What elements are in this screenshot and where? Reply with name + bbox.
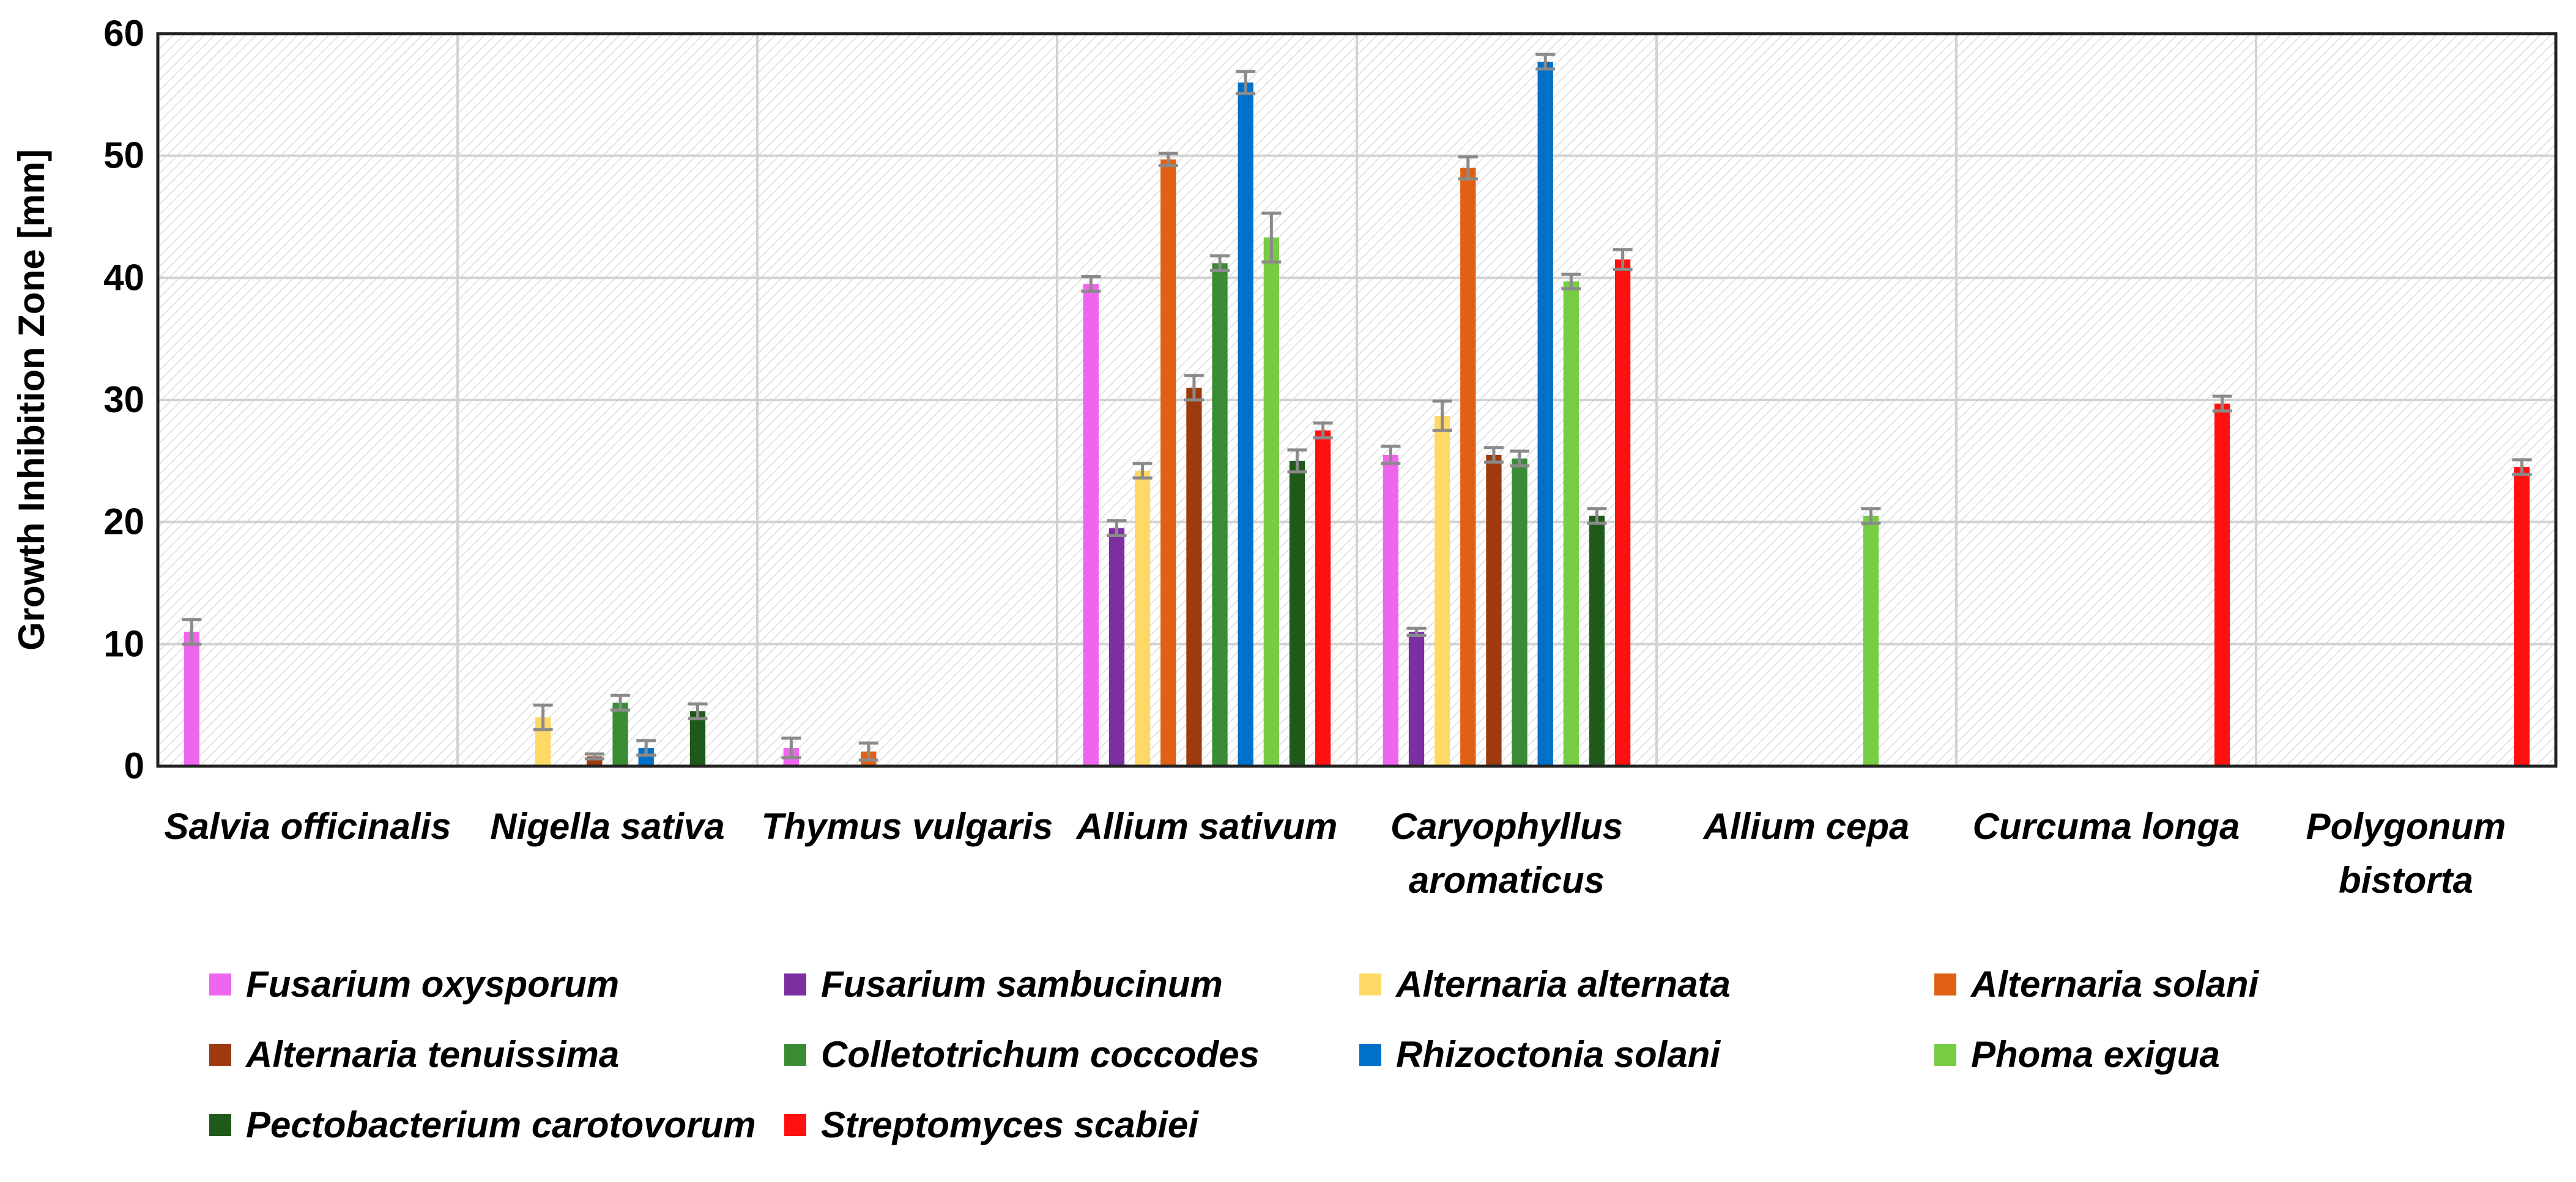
x-category-label-line: Curcuma longa: [1973, 806, 2240, 847]
y-tick-label: 10: [103, 623, 144, 664]
bar: [1315, 430, 1331, 766]
bar: [1563, 281, 1579, 766]
legend-label: Rhizoctonia solani: [1396, 1034, 1721, 1075]
x-category-label: Thymus vulgaris: [762, 806, 1053, 847]
x-category-label-line: bistorta: [2339, 860, 2473, 901]
x-category-label-line: Caryophyllus: [1390, 806, 1623, 847]
bar: [612, 703, 628, 766]
bar: [1160, 159, 1176, 766]
legend-swatch: [784, 1044, 806, 1066]
y-tick-label: 40: [103, 257, 144, 298]
bar: [2214, 403, 2230, 766]
bar: [1512, 458, 1527, 766]
bar: [1263, 237, 1279, 766]
bar: [1083, 284, 1099, 767]
bar: [1186, 388, 1202, 766]
bar: [1486, 454, 1502, 766]
bar: [184, 632, 200, 766]
bar: [1435, 415, 1450, 766]
x-category-label-line: aromaticus: [1409, 860, 1605, 901]
legend-swatch: [209, 1044, 231, 1066]
x-category-label: Polygonum bistorta: [2306, 806, 2506, 901]
gridlines: [158, 34, 2556, 766]
bar: [1408, 632, 1425, 766]
x-category-label: Allium sativum: [1075, 806, 1338, 847]
x-category-label-line: Polygonum: [2306, 806, 2506, 847]
bar: [1212, 263, 1228, 767]
legend-label: Phoma exigua: [1971, 1034, 2220, 1075]
legend-swatch: [784, 1114, 806, 1136]
bar: [1383, 454, 1399, 766]
bar: [1238, 82, 1253, 766]
plot-area-border: [156, 32, 2558, 768]
legend-swatch: [784, 973, 806, 995]
x-category-label: Salvia officinalis: [164, 806, 451, 847]
bar: [1135, 470, 1151, 766]
y-tick-label: 60: [103, 13, 144, 54]
y-tick-label: 30: [103, 379, 144, 420]
legend-label: Colletotrichum coccodes: [821, 1034, 1260, 1075]
bar: [1108, 528, 1125, 766]
bar: [1863, 515, 1879, 766]
bar: [2514, 467, 2530, 766]
legend: Fusarium oxysporum Fusarium sambucinum Alt…: [209, 964, 2259, 1145]
bar: [1537, 61, 1553, 766]
legend-label: Streptomyces scabiei: [821, 1104, 1199, 1145]
y-tick-label: 50: [103, 135, 144, 176]
legend-swatch: [209, 973, 231, 995]
bar: [1289, 460, 1305, 766]
legend-label: Fusarium sambucinum: [821, 964, 1223, 1005]
bar: [1589, 515, 1605, 766]
legend-label: Alternaria tenuissima: [245, 1034, 619, 1075]
y-tick-labels: 0 10 20 30 40 50 60: [103, 13, 144, 786]
y-axis-title: Growth Inhibition Zone [mm]: [11, 149, 52, 651]
x-category-label-line: Thymus vulgaris: [762, 806, 1053, 847]
bar: [1614, 259, 1631, 767]
legend-swatch: [1359, 973, 1381, 995]
legend-swatch: [1359, 1044, 1381, 1066]
x-category-label: Curcuma longa: [1973, 806, 2240, 847]
y-tick-label: 20: [103, 501, 144, 542]
x-category-label-line: Allium cepa: [1702, 806, 1910, 847]
bar: [1460, 168, 1476, 767]
legend-label: Pectobacterium carotovorum: [246, 1104, 756, 1145]
x-category-labels: Salvia officinalis Nigella sativa Thymus v…: [164, 806, 2506, 901]
x-category-label: Caryophyllus aromaticus: [1390, 806, 1623, 901]
legend-swatch: [209, 1114, 231, 1136]
legend-swatch: [1934, 1044, 1956, 1066]
y-tick-label: 0: [124, 745, 144, 786]
legend-label: Alternaria alternata: [1395, 964, 1731, 1005]
x-category-label-line: Salvia officinalis: [164, 806, 451, 847]
bars: [182, 53, 2532, 767]
x-category-label-line: Allium sativum: [1075, 806, 1338, 847]
legend-label: Fusarium oxysporum: [246, 964, 619, 1005]
x-category-label: Nigella sativa: [490, 806, 725, 847]
legend-label: Alternaria solani: [1970, 964, 2259, 1005]
legend-swatch: [1934, 973, 1956, 995]
bar: [689, 711, 706, 766]
x-category-label: Allium cepa: [1702, 806, 1910, 847]
x-category-label-line: Nigella sativa: [490, 806, 725, 847]
